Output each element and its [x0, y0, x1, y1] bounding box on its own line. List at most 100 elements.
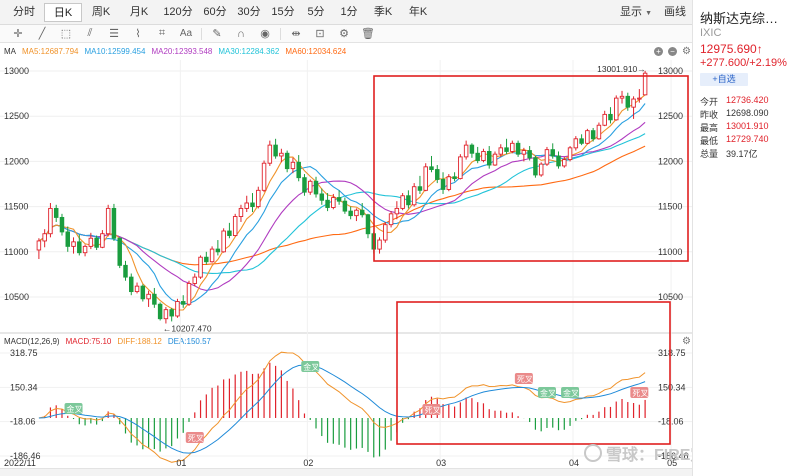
candle-up	[105, 207, 111, 235]
diff-line	[38, 351, 646, 463]
max-price-label: 13001.910→	[597, 64, 646, 74]
candle-up	[279, 152, 284, 157]
tab-period-0[interactable]: 分时	[13, 6, 35, 18]
measure-tool-icon[interactable]: ⌗	[158, 27, 166, 39]
candle-down	[527, 150, 532, 159]
candle-down	[417, 186, 423, 191]
candle-up	[596, 124, 602, 140]
candle-down	[77, 241, 82, 254]
stat-value: 12698.090	[726, 108, 769, 118]
ma10-line	[38, 103, 646, 305]
golden-cross-badge: 金叉	[301, 361, 320, 372]
tab-period-10[interactable]: 季K	[373, 6, 393, 18]
stat-row: 最高 13001.910	[700, 121, 769, 134]
candle-down	[359, 209, 365, 216]
eye-icon[interactable]: ◉	[260, 28, 270, 40]
draw-line-button[interactable]: 画线	[664, 6, 686, 18]
candle-up	[308, 180, 313, 193]
ma60-value: MA60:12034.624	[285, 47, 347, 56]
candle-up	[642, 72, 648, 96]
cross-badge-bg	[514, 373, 533, 384]
settings-icon[interactable]: ⚙	[339, 28, 349, 40]
delete-icon[interactable]: 🗑	[361, 28, 375, 40]
death-cross-badge: 死叉	[422, 404, 441, 415]
text-tool-icon[interactable]: Aa	[179, 28, 193, 39]
crosshair-icon[interactable]: ✛	[13, 28, 23, 40]
add-indicator-icon[interactable]: +	[654, 47, 663, 56]
candle-up	[538, 163, 544, 176]
stat-row: 昨收 12698.090	[700, 108, 769, 121]
zoom-fit-icon[interactable]: ⇹	[291, 28, 301, 40]
macd-settings-icon[interactable]: ⚙	[682, 336, 691, 347]
candle-down	[204, 256, 209, 263]
stat-row: 总量 39.17亿	[700, 147, 758, 160]
stat-row: 今开 12736.420	[700, 95, 769, 108]
ma5-value: MA5:12687.794	[22, 47, 79, 56]
tab-period-6[interactable]: 30分	[237, 6, 261, 18]
kline-chart[interactable]: 13000 13000 12500 12500 12000 12000 11500 11500…	[0, 0, 692, 476]
add-watchlist-button[interactable]: +自选	[700, 73, 748, 86]
tab-period-8[interactable]: 5分	[307, 6, 325, 18]
cross-badge-bg	[301, 361, 320, 372]
cross-badge-text: 金叉	[67, 404, 83, 414]
tab-period-9[interactable]: 1分	[340, 6, 358, 18]
tab-period-1[interactable]: 日K	[44, 3, 82, 22]
candlestick-series	[36, 70, 648, 324]
candle-down	[590, 130, 596, 140]
tab-period-7[interactable]: 15分	[271, 6, 295, 18]
ma-settings-icon[interactable]: ⚙	[682, 46, 691, 57]
candle-up	[388, 213, 394, 226]
candle-down	[550, 149, 555, 157]
candle-up	[186, 282, 192, 305]
candle-down	[429, 166, 434, 170]
candle-down	[296, 161, 301, 179]
cross-badge-bg	[422, 404, 441, 415]
channel-tool-icon[interactable]: ⫽	[87, 27, 93, 39]
tab-period-11[interactable]: 年K	[408, 6, 428, 18]
tab-period-2[interactable]: 周K	[91, 6, 111, 18]
price-tick-right: 11500	[658, 202, 682, 212]
candle-down	[371, 233, 376, 250]
pen-icon[interactable]: ✎	[212, 28, 222, 40]
candle-down	[284, 152, 290, 170]
line-tool-icon[interactable]: ╱	[38, 28, 46, 40]
remove-indicator-icon[interactable]: −	[668, 47, 677, 56]
candle-up	[209, 248, 215, 263]
tab-period-3[interactable]: 月K	[129, 6, 149, 18]
display-menu[interactable]: 显示 ▼	[620, 6, 652, 18]
wave-tool-icon[interactable]: ⌇	[135, 28, 141, 40]
moving-average-lines	[38, 94, 646, 311]
quote-info-panel: 纳斯达克综… IXIC 12975.690↑ +277.600/+2.19% +…	[692, 0, 800, 476]
price-change: +277.600/+2.19%	[700, 57, 787, 69]
candle-up	[614, 97, 619, 121]
date-tick-label: 03	[436, 458, 446, 468]
candle-down	[504, 147, 509, 152]
candle-down	[215, 248, 221, 253]
tab-period-4[interactable]: 120分	[163, 6, 193, 18]
candle-down	[111, 207, 117, 239]
candle-down	[180, 301, 186, 305]
lock-icon[interactable]: ⊡	[315, 28, 325, 40]
dea-line	[38, 364, 646, 454]
candle-up	[163, 309, 169, 320]
stat-label: 最低	[700, 136, 719, 146]
bottom-scroll-bar[interactable]	[0, 468, 692, 476]
candle-down	[123, 264, 128, 278]
golden-cross-badge: 金叉	[64, 403, 83, 414]
toolbar-divider	[280, 27, 281, 40]
candle-down	[157, 303, 163, 320]
tab-period-5[interactable]: 60分	[203, 6, 227, 18]
fibonacci-icon[interactable]: ☰	[109, 28, 119, 40]
rectangle-tool-icon[interactable]: ⬚	[60, 28, 72, 40]
candle-up	[267, 144, 273, 164]
magnet-icon[interactable]: ∩	[237, 27, 245, 40]
candle-up	[585, 130, 590, 144]
candle-down	[140, 285, 146, 300]
macd-tick-left: 150.34	[10, 382, 38, 392]
price-tick-left: 12000	[4, 156, 29, 166]
macd-value: MACD:75.10	[65, 337, 112, 346]
cross-badge-text: 金叉	[563, 388, 579, 398]
candle-up	[146, 293, 151, 300]
ma20-value: MA20:12393.548	[151, 47, 213, 56]
golden-cross-badge: 金叉	[537, 387, 556, 398]
